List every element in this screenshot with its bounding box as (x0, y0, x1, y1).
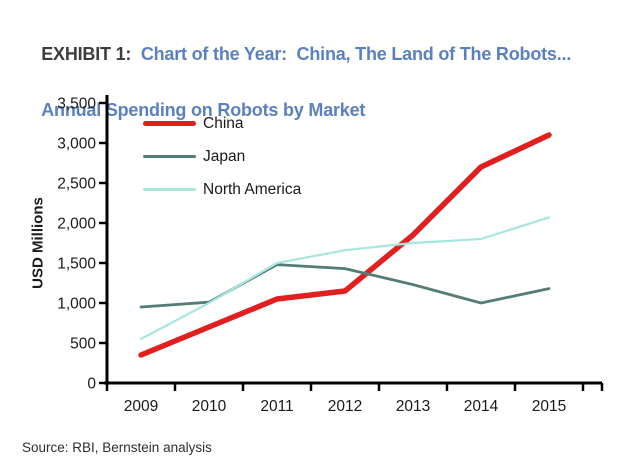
legend-swatch-north-america (143, 188, 196, 191)
y-tick-label: 1,500 (57, 256, 96, 273)
series-line-north-america (139, 216, 551, 341)
legend-item-north-america: North America (143, 173, 301, 206)
y-tick-label: 2,000 (57, 216, 96, 233)
legend-swatch-japan (143, 155, 196, 158)
legend-label-north-america: North America (203, 180, 302, 198)
chart-title: EXHIBIT 1: Chart of the Year: China, The… (22, 12, 612, 152)
series-line-china (138, 132, 552, 358)
x-tick-label: 2013 (396, 398, 430, 415)
line-chart: 0 500 1,000 1,500 2,000 2,500 3,000 3,500 2009 20… (57, 95, 604, 415)
legend-swatch-china (143, 120, 196, 127)
legend-item-china: China (143, 107, 301, 140)
y-tick-label: 2,500 (57, 176, 96, 193)
x-tick-label: 2011 (260, 398, 293, 415)
y-tick-label: 3,500 (57, 96, 96, 113)
y-tick-label: 0 (87, 376, 96, 393)
y-tick-label: 1,000 (57, 296, 96, 313)
x-tick-label: 2012 (328, 398, 362, 415)
x-tick-label: 2014 (464, 398, 499, 415)
legend-label-japan: Japan (203, 147, 246, 165)
x-tick-label: 2009 (124, 398, 158, 415)
series-line-japan (139, 263, 551, 309)
legend-label-china: China (203, 114, 244, 132)
exhibit-label: EXHIBIT 1: (41, 44, 132, 64)
legend-item-japan: Japan (143, 140, 301, 173)
y-tick-label: 500 (70, 336, 96, 353)
y-tick-label: 3,000 (57, 136, 96, 153)
source-note: Source: RBI, Bernstein analysis (22, 440, 212, 455)
x-tick-label: 2010 (192, 398, 227, 415)
title-line1: Chart of the Year: China, The Land of Th… (131, 44, 572, 64)
x-tick-label: 2015 (532, 398, 566, 415)
title-line2: Annual Spending on Robots by Market (41, 100, 366, 120)
legend: China Japan North America (143, 107, 301, 206)
